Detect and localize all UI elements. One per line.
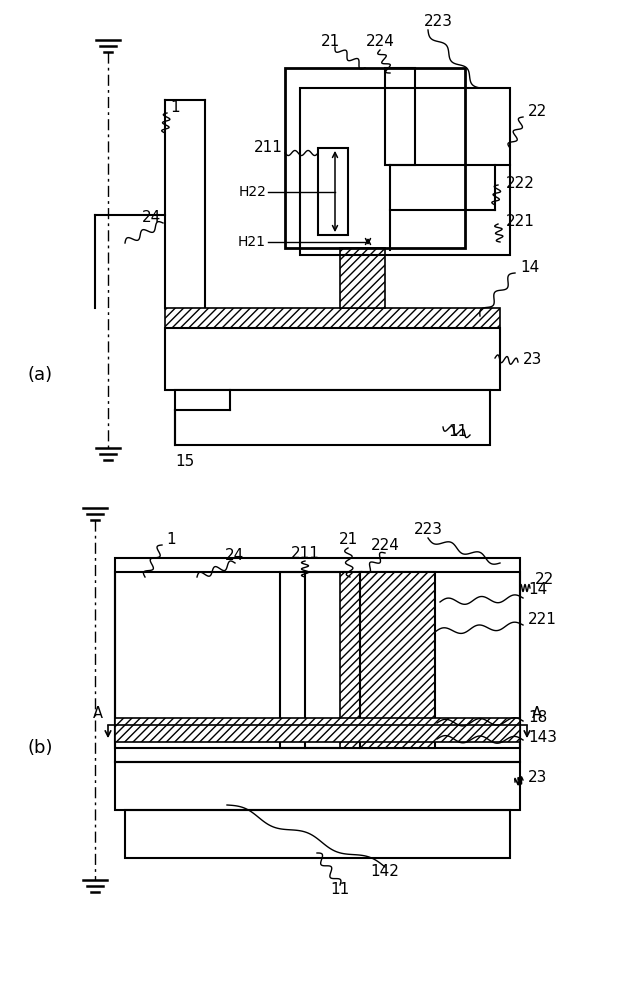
Text: 21: 21	[338, 532, 358, 548]
Bar	[340, 248, 385, 308]
Bar	[165, 308, 500, 328]
Text: 223: 223	[414, 522, 442, 538]
Text: 23: 23	[523, 353, 543, 367]
Bar	[300, 88, 510, 255]
Text: 224: 224	[366, 34, 394, 49]
Bar	[385, 68, 415, 165]
Bar	[115, 572, 520, 748]
Text: H22: H22	[238, 185, 266, 199]
Text: 14: 14	[520, 260, 540, 275]
Text: 18: 18	[528, 710, 547, 726]
Text: A: A	[532, 706, 542, 722]
Text: 22: 22	[535, 572, 554, 587]
Text: 24: 24	[142, 211, 161, 226]
Bar	[115, 762, 520, 810]
Text: 221: 221	[528, 612, 557, 628]
Text: 15: 15	[176, 454, 194, 470]
Bar	[125, 810, 510, 858]
Text: H21: H21	[238, 235, 266, 249]
Text: A: A	[93, 706, 103, 722]
Text: 1: 1	[166, 532, 176, 548]
Bar	[340, 572, 435, 748]
Text: 142: 142	[371, 864, 399, 880]
Text: 23: 23	[528, 770, 548, 786]
Bar	[115, 718, 520, 742]
Text: 21: 21	[320, 34, 340, 49]
Text: 1: 1	[170, 101, 179, 115]
Bar	[280, 572, 435, 748]
Text: 143: 143	[528, 730, 557, 746]
Text: 22: 22	[528, 104, 547, 119]
Bar	[175, 390, 490, 445]
Bar	[318, 148, 348, 235]
Text: 211: 211	[254, 140, 283, 155]
Text: (a): (a)	[27, 366, 52, 384]
Bar	[285, 68, 465, 248]
Text: 211: 211	[290, 546, 320, 560]
Text: 221: 221	[506, 215, 535, 230]
Text: (b): (b)	[27, 739, 53, 757]
Text: 223: 223	[424, 14, 452, 29]
Text: 11: 11	[330, 882, 350, 898]
Text: 14: 14	[528, 582, 547, 597]
Text: 24: 24	[226, 548, 245, 562]
Bar	[115, 558, 520, 762]
Text: 224: 224	[371, 538, 399, 552]
Text: 11: 11	[448, 424, 467, 440]
Text: 222: 222	[506, 176, 535, 190]
Bar	[165, 328, 500, 390]
